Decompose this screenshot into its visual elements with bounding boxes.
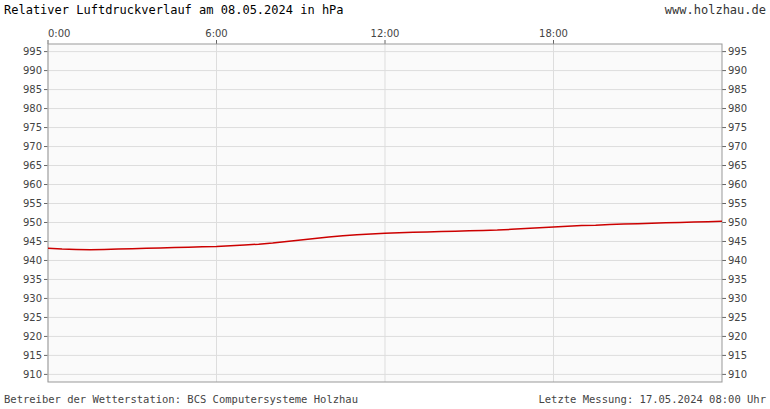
y-tick-label: 955 (23, 198, 42, 209)
annotation: Letzte Messung: 17.05.2024 08:00 Uhr (538, 393, 766, 405)
y2-tick-label: 945 (728, 236, 747, 247)
y2-tick (722, 165, 726, 166)
y-tick-label: 995 (23, 46, 42, 57)
y2-tick (722, 70, 726, 71)
y2-tick-label: 955 (728, 198, 747, 209)
y-tick (44, 374, 48, 375)
y2-tick-label: 930 (728, 293, 747, 304)
y-tick (44, 165, 48, 166)
y2-tick (722, 298, 726, 299)
y2-tick-label: 980 (728, 103, 747, 114)
series-group (48, 221, 722, 249)
chart: 910 915 920 925 930 935 940 945 950 955 960 965 970 9… (0, 0, 770, 409)
grid-line (553, 44, 554, 382)
y2-tick (722, 279, 726, 280)
y-tick (44, 355, 48, 356)
x-tick-label: 0:00 (48, 28, 70, 39)
y2-tick (722, 222, 726, 223)
y2-tick-label: 990 (728, 65, 747, 76)
y-tick-label: 975 (23, 122, 42, 133)
y2-tick (722, 108, 726, 109)
y2-tick-label: 950 (728, 217, 747, 228)
y-tick (44, 222, 48, 223)
y-tick-label: 935 (23, 274, 42, 285)
y-tick-label: 930 (23, 293, 42, 304)
plot-frame (48, 44, 722, 382)
y2-tick-label: 940 (728, 255, 747, 266)
title: Relativer Luftdruckverlauf am 08.05.2024… (4, 3, 344, 17)
y-tick-label: 960 (23, 179, 42, 190)
y2-tick (722, 146, 726, 147)
y-tick (44, 241, 48, 242)
x-tick (553, 40, 554, 44)
y2-tick (722, 184, 726, 185)
y2-tick (722, 51, 726, 52)
grid-line (385, 44, 386, 382)
y2-tick-label: 975 (728, 122, 747, 133)
y2-tick (722, 317, 726, 318)
y-tick (44, 203, 48, 204)
y2-tick-label: 915 (728, 350, 747, 361)
plot-area (48, 44, 722, 382)
y2-tick-label: 965 (728, 160, 747, 171)
y2-tick-label: 970 (728, 141, 747, 152)
y-tick (44, 89, 48, 90)
y-tick-label: 925 (23, 312, 42, 323)
y-tick (44, 184, 48, 185)
y-tick (44, 279, 48, 280)
y-tick-label: 965 (23, 160, 42, 171)
y-tick (44, 260, 48, 261)
x-tick (385, 40, 386, 44)
y-tick (44, 70, 48, 71)
y-tick (44, 336, 48, 337)
y2-tick (722, 355, 726, 356)
x-tick-label: 12:00 (371, 28, 400, 39)
y-tick-label: 950 (23, 217, 42, 228)
pressure-line (48, 221, 722, 249)
y2-tick (722, 374, 726, 375)
y-tick (44, 298, 48, 299)
grid-line (216, 44, 217, 382)
y-tick-label: 945 (23, 236, 42, 247)
x-tick (48, 40, 49, 44)
y2-tick-label: 920 (728, 331, 747, 342)
y-tick (44, 127, 48, 128)
y-tick-label: 990 (23, 65, 42, 76)
y2-tick-label: 935 (728, 274, 747, 285)
y-tick (44, 146, 48, 147)
y2-tick-label: 925 (728, 312, 747, 323)
annotation: Betreiber der Wetterstation: BCS Compute… (4, 393, 358, 405)
y2-tick (722, 260, 726, 261)
y-tick (44, 108, 48, 109)
y2-tick (722, 241, 726, 242)
y2-tick (722, 127, 726, 128)
y2-tick-label: 910 (728, 369, 747, 380)
y2-tick-label: 995 (728, 46, 747, 57)
y2-tick (722, 89, 726, 90)
y2-tick (722, 336, 726, 337)
y2-tick (722, 203, 726, 204)
x-tick-label: 6:00 (205, 28, 227, 39)
y-tick-label: 980 (23, 103, 42, 114)
y2-tick-label: 960 (728, 179, 747, 190)
y-tick (44, 317, 48, 318)
y-tick-label: 915 (23, 350, 42, 361)
y-tick-label: 970 (23, 141, 42, 152)
annotation: www.holzhau.de (665, 3, 766, 17)
x-tick-label: 18:00 (539, 28, 568, 39)
y-tick-label: 985 (23, 84, 42, 95)
x-tick (216, 40, 217, 44)
y2-tick-label: 985 (728, 84, 747, 95)
y-tick-label: 920 (23, 331, 42, 342)
y-tick-label: 910 (23, 369, 42, 380)
y-tick (44, 51, 48, 52)
y-tick-label: 940 (23, 255, 42, 266)
